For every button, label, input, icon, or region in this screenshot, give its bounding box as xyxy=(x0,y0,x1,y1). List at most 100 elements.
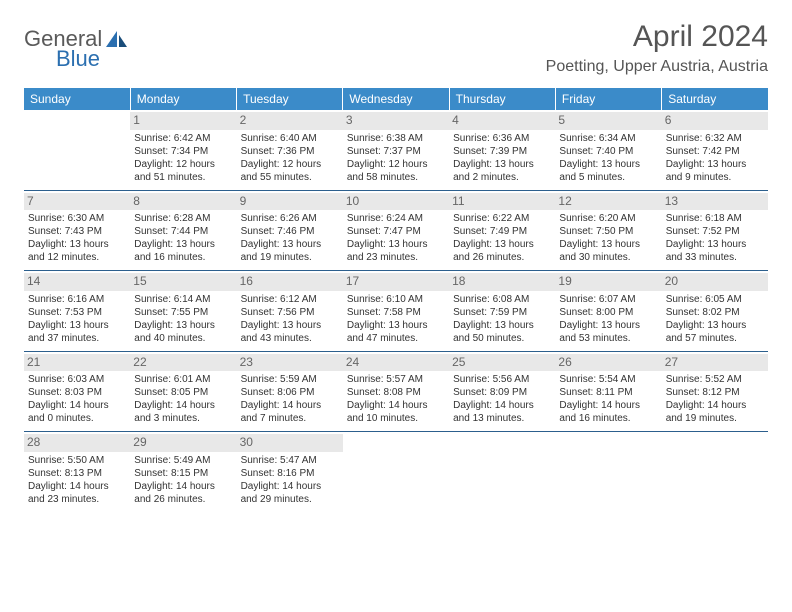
weekday-header: Sunday xyxy=(24,88,130,110)
logo-sail-icon xyxy=(106,31,128,47)
day-info-line: Sunrise: 5:49 AM xyxy=(134,454,232,467)
calendar-day-cell xyxy=(24,110,130,190)
day-info-line: Sunset: 8:13 PM xyxy=(28,467,126,480)
day-info-line: Daylight: 13 hours xyxy=(666,319,764,332)
calendar-day-cell xyxy=(343,432,449,512)
day-info-line: and 51 minutes. xyxy=(134,171,232,184)
day-info-line: Sunrise: 6:03 AM xyxy=(28,373,126,386)
day-info-line: Daylight: 12 hours xyxy=(134,158,232,171)
day-number: 25 xyxy=(449,354,555,372)
day-number: 8 xyxy=(130,193,236,211)
day-info-line: Sunset: 7:39 PM xyxy=(453,145,551,158)
calendar-day-cell: 2Sunrise: 6:40 AMSunset: 7:36 PMDaylight… xyxy=(237,110,343,190)
calendar-table: SundayMondayTuesdayWednesdayThursdayFrid… xyxy=(24,88,768,512)
calendar-head: SundayMondayTuesdayWednesdayThursdayFrid… xyxy=(24,88,768,110)
weekday-header: Wednesday xyxy=(343,88,449,110)
calendar-week-row: 7Sunrise: 6:30 AMSunset: 7:43 PMDaylight… xyxy=(24,190,768,271)
day-info-line: Sunset: 7:50 PM xyxy=(559,225,657,238)
day-info-line: Daylight: 14 hours xyxy=(28,480,126,493)
page-header: General Blue April 2024 Poetting, Upper … xyxy=(24,20,768,76)
day-number: 14 xyxy=(24,273,130,291)
day-info-line: Sunrise: 5:50 AM xyxy=(28,454,126,467)
calendar-day-cell: 30Sunrise: 5:47 AMSunset: 8:16 PMDayligh… xyxy=(237,432,343,512)
day-info-line: Sunset: 7:46 PM xyxy=(241,225,339,238)
day-number: 24 xyxy=(343,354,449,372)
day-info-line: Daylight: 14 hours xyxy=(453,399,551,412)
calendar-body: 1Sunrise: 6:42 AMSunset: 7:34 PMDaylight… xyxy=(24,110,768,512)
day-info-line: Daylight: 12 hours xyxy=(347,158,445,171)
calendar-day-cell: 21Sunrise: 6:03 AMSunset: 8:03 PMDayligh… xyxy=(24,351,130,432)
day-info-line: and 23 minutes. xyxy=(347,251,445,264)
day-info-line: Sunset: 8:03 PM xyxy=(28,386,126,399)
day-number: 18 xyxy=(449,273,555,291)
day-number: 22 xyxy=(130,354,236,372)
day-info-line: Daylight: 13 hours xyxy=(241,238,339,251)
calendar-day-cell: 13Sunrise: 6:18 AMSunset: 7:52 PMDayligh… xyxy=(662,190,768,271)
day-info-line: Sunset: 8:00 PM xyxy=(559,306,657,319)
day-number: 26 xyxy=(555,354,661,372)
day-info-line: Sunrise: 5:56 AM xyxy=(453,373,551,386)
day-info-line: Daylight: 13 hours xyxy=(453,319,551,332)
day-info-line: Daylight: 13 hours xyxy=(347,319,445,332)
day-info-line: and 55 minutes. xyxy=(241,171,339,184)
day-info-line: Sunrise: 6:42 AM xyxy=(134,132,232,145)
day-info-line: and 37 minutes. xyxy=(28,332,126,345)
calendar-day-cell: 6Sunrise: 6:32 AMSunset: 7:42 PMDaylight… xyxy=(662,110,768,190)
day-info-line: and 5 minutes. xyxy=(559,171,657,184)
day-info-line: Sunrise: 6:34 AM xyxy=(559,132,657,145)
calendar-day-cell: 1Sunrise: 6:42 AMSunset: 7:34 PMDaylight… xyxy=(130,110,236,190)
day-info-line: and 29 minutes. xyxy=(241,493,339,506)
day-info-line: Sunrise: 6:08 AM xyxy=(453,293,551,306)
day-info-line: and 53 minutes. xyxy=(559,332,657,345)
day-info-line: Sunrise: 5:54 AM xyxy=(559,373,657,386)
day-number: 20 xyxy=(662,273,768,291)
calendar-week-row: 21Sunrise: 6:03 AMSunset: 8:03 PMDayligh… xyxy=(24,351,768,432)
day-info-line: Sunset: 8:08 PM xyxy=(347,386,445,399)
day-number: 3 xyxy=(343,112,449,130)
day-info-line: Sunset: 7:56 PM xyxy=(241,306,339,319)
day-info-line: Sunset: 7:40 PM xyxy=(559,145,657,158)
day-info-line: Sunset: 7:34 PM xyxy=(134,145,232,158)
day-info-line: Sunset: 8:15 PM xyxy=(134,467,232,480)
day-info-line: Sunrise: 6:18 AM xyxy=(666,212,764,225)
day-info-line: Sunrise: 6:36 AM xyxy=(453,132,551,145)
day-number: 9 xyxy=(237,193,343,211)
day-info-line: Daylight: 14 hours xyxy=(347,399,445,412)
day-info-line: Sunrise: 6:07 AM xyxy=(559,293,657,306)
day-number: 2 xyxy=(237,112,343,130)
day-info-line: Sunset: 8:06 PM xyxy=(241,386,339,399)
day-info-line: Sunrise: 6:05 AM xyxy=(666,293,764,306)
day-info-line: Daylight: 14 hours xyxy=(559,399,657,412)
day-info-line: Sunrise: 6:12 AM xyxy=(241,293,339,306)
day-info-line: Daylight: 14 hours xyxy=(666,399,764,412)
calendar-day-cell: 22Sunrise: 6:01 AMSunset: 8:05 PMDayligh… xyxy=(130,351,236,432)
day-info-line: and 0 minutes. xyxy=(28,412,126,425)
day-info-line: and 40 minutes. xyxy=(134,332,232,345)
calendar-day-cell: 24Sunrise: 5:57 AMSunset: 8:08 PMDayligh… xyxy=(343,351,449,432)
day-info-line: Sunrise: 6:22 AM xyxy=(453,212,551,225)
day-info-line: and 12 minutes. xyxy=(28,251,126,264)
weekday-header: Saturday xyxy=(662,88,768,110)
day-info-line: and 19 minutes. xyxy=(666,412,764,425)
weekday-header: Friday xyxy=(555,88,661,110)
day-info-line: Daylight: 14 hours xyxy=(28,399,126,412)
calendar-day-cell: 15Sunrise: 6:14 AMSunset: 7:55 PMDayligh… xyxy=(130,271,236,352)
day-info-line: Sunset: 8:12 PM xyxy=(666,386,764,399)
day-info-line: and 43 minutes. xyxy=(241,332,339,345)
day-info-line: Daylight: 14 hours xyxy=(241,480,339,493)
day-info-line: Sunrise: 6:20 AM xyxy=(559,212,657,225)
weekday-header: Tuesday xyxy=(237,88,343,110)
day-info-line: Daylight: 13 hours xyxy=(28,319,126,332)
day-info-line: Daylight: 13 hours xyxy=(453,158,551,171)
calendar-day-cell: 3Sunrise: 6:38 AMSunset: 7:37 PMDaylight… xyxy=(343,110,449,190)
day-info-line: and 3 minutes. xyxy=(134,412,232,425)
weekday-row: SundayMondayTuesdayWednesdayThursdayFrid… xyxy=(24,88,768,110)
day-info-line: and 23 minutes. xyxy=(28,493,126,506)
day-info-line: Sunset: 7:55 PM xyxy=(134,306,232,319)
day-info-line: Sunrise: 6:16 AM xyxy=(28,293,126,306)
day-info-line: and 13 minutes. xyxy=(453,412,551,425)
day-info-line: Sunrise: 6:30 AM xyxy=(28,212,126,225)
day-info-line: and 2 minutes. xyxy=(453,171,551,184)
day-number: 4 xyxy=(449,112,555,130)
day-info-line: Sunrise: 6:10 AM xyxy=(347,293,445,306)
